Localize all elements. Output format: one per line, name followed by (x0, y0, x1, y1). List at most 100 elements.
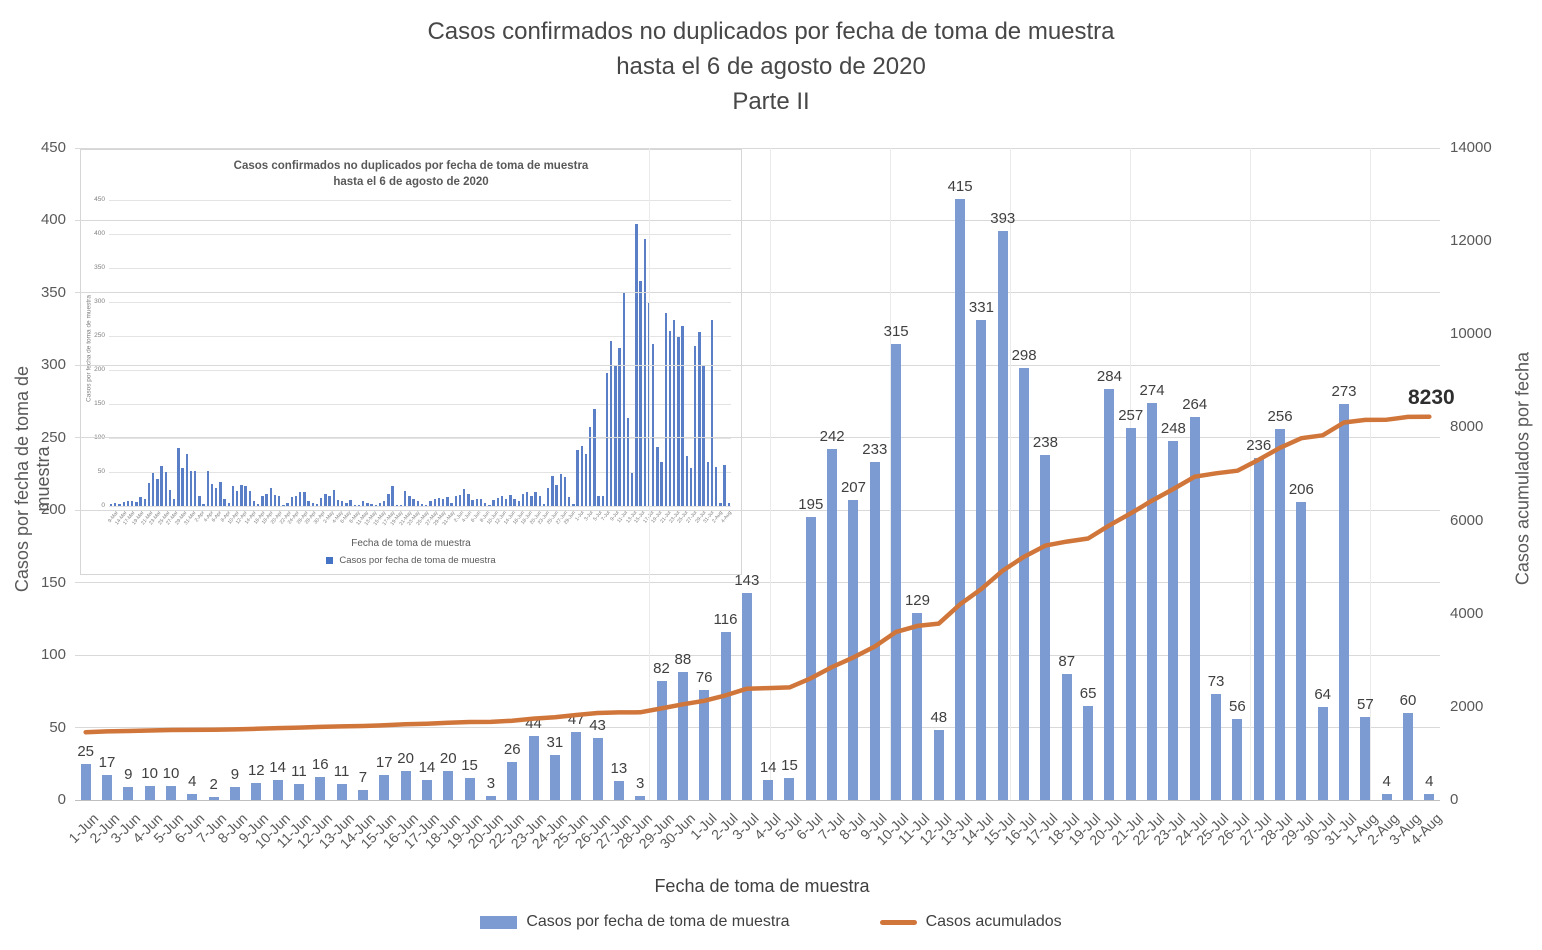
inset-bar (450, 502, 453, 506)
inset-bar (715, 467, 718, 506)
bar (357, 789, 368, 800)
inset-gridline-h (109, 403, 731, 405)
inset-bar (387, 494, 390, 506)
inset-bar (702, 365, 705, 506)
inset-bar (181, 467, 184, 506)
inset-bar (311, 502, 315, 506)
inset-bar (509, 495, 512, 506)
inset-bar (517, 501, 520, 506)
bar-value-label: 393 (990, 209, 1016, 227)
bar (827, 449, 838, 800)
inset-bar (605, 373, 609, 506)
bar (528, 736, 539, 800)
inset-bar (399, 505, 403, 506)
inset-bar (286, 502, 289, 506)
inset-bar (668, 331, 672, 506)
bar-value-label: 20 (439, 750, 457, 768)
left-axis-tick-label: 0 (57, 791, 66, 808)
inset-bar (488, 504, 491, 506)
inset-bar (177, 447, 180, 506)
bar-value-label: 4 (1425, 773, 1434, 791)
inset-bar (446, 497, 449, 506)
inset-gridline-h (109, 301, 731, 303)
inset-bar (223, 498, 226, 506)
inset-bar (202, 503, 205, 506)
inset-bar (324, 493, 327, 506)
inset-y-tick-label: 150 (94, 400, 105, 407)
inset-gridline-h (109, 199, 731, 201)
inset-bar (168, 490, 172, 506)
bar (1061, 673, 1072, 800)
bar-value-label: 88 (674, 651, 692, 669)
inset-bar (210, 483, 214, 506)
inset-bar (437, 497, 441, 506)
chart-title-line3: Parte II (732, 88, 810, 115)
bar-value-label: 264 (1182, 396, 1208, 414)
inset-gridline-h (109, 471, 731, 473)
inset-bar (521, 494, 525, 506)
bar (1189, 417, 1200, 800)
bar-value-label: 143 (734, 571, 760, 589)
chart-title-line2: hasta el 6 de agosto de 2020 (616, 53, 926, 80)
inset-bar (572, 503, 575, 506)
line-swatch-icon (879, 919, 917, 925)
inset-bar (639, 280, 642, 506)
bar (592, 737, 603, 800)
inset-bar (618, 347, 621, 506)
bar-value-label: 17 (375, 754, 393, 772)
bar-value-label: 7 (358, 768, 368, 786)
inset-gridline-h (109, 369, 731, 371)
left-axis-tick-label: 350 (40, 283, 66, 301)
inset-bar (694, 345, 697, 506)
inset-bar (156, 478, 159, 506)
inset-bar (462, 489, 466, 506)
bar-value-label: 3 (636, 774, 645, 792)
x-axis-line (75, 800, 1440, 801)
inset-bar (441, 499, 445, 506)
inset-bar (513, 498, 516, 506)
bar-value-label: 20 (397, 750, 414, 768)
bar-value-label: 274 (1139, 382, 1165, 399)
bar-value-label: 17 (98, 754, 116, 772)
bar (80, 763, 91, 800)
inset-bar (576, 450, 579, 506)
inset-bar (555, 484, 558, 506)
inset-bar (673, 319, 676, 506)
main-gridline-v (649, 148, 650, 800)
legend-entry-line: Casos acumulados (879, 913, 1062, 931)
bar-value-label: 14 (269, 758, 286, 776)
inset-bar (429, 500, 432, 506)
bar (784, 778, 795, 800)
bar-value-label: 206 (1288, 480, 1314, 498)
inset-bar (681, 326, 684, 506)
bar (1040, 455, 1051, 800)
inset-bar (135, 501, 138, 506)
bar (677, 672, 688, 800)
inset-bar (614, 365, 617, 506)
left-axis-tick-label: 450 (40, 139, 66, 156)
inset-gridline-h (109, 335, 731, 337)
main-gridline-h (75, 364, 1440, 366)
inset-bar (118, 503, 121, 506)
inset-bar (206, 471, 209, 506)
bar-value-label: 15 (461, 757, 478, 775)
inset-bar (500, 496, 504, 506)
right-axis-tick-label: 6000 (1450, 511, 1484, 529)
inset-bar (299, 492, 302, 506)
bar (805, 517, 816, 800)
bar-value-label: 9 (230, 765, 240, 783)
bar (1403, 713, 1413, 800)
bar (464, 778, 475, 800)
bar-value-label: 4 (188, 773, 197, 791)
inset-bar (114, 503, 117, 506)
inset-bar (193, 471, 197, 506)
bar (1317, 707, 1328, 800)
bar-value-label: 11 (291, 763, 307, 781)
inset-bar (610, 341, 613, 506)
inset-bar (597, 496, 600, 506)
inset-bar (698, 331, 701, 506)
bar-value-label: 10 (162, 764, 180, 782)
inset-bar (454, 495, 457, 506)
inset-bar (366, 502, 369, 506)
inset-legend-label: Casos por fecha de toma de muestra (339, 555, 496, 566)
